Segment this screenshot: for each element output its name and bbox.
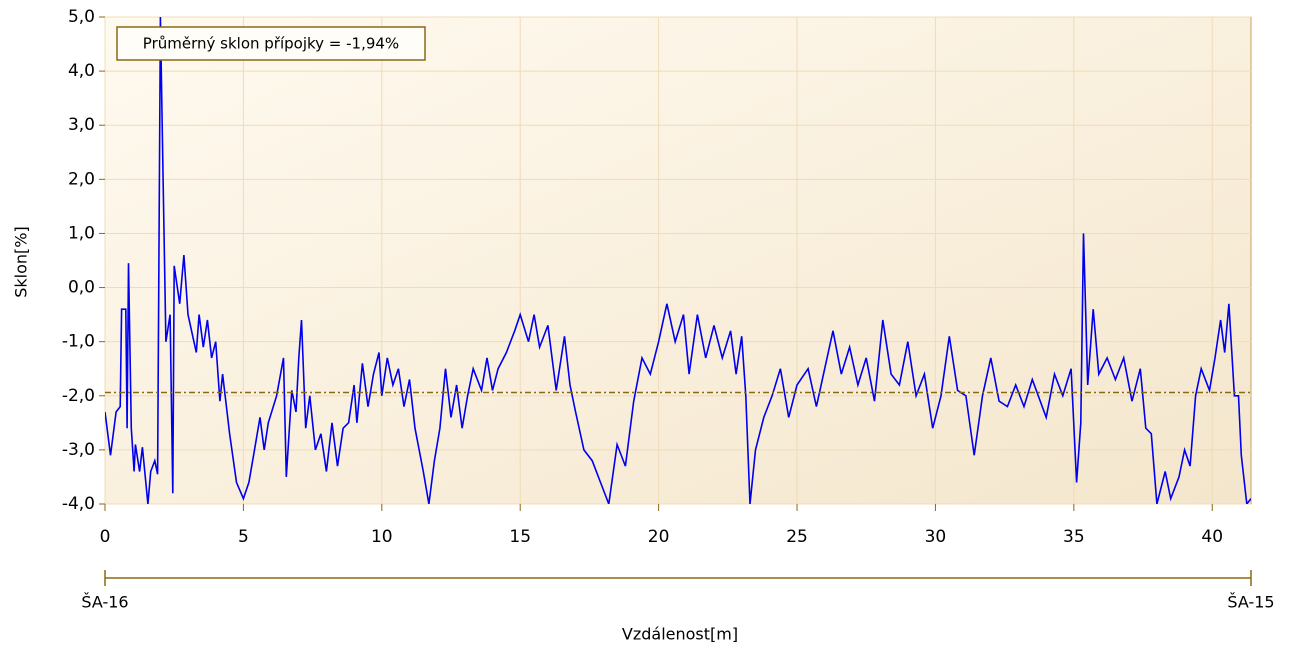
x-tick-label: 5 <box>238 527 249 547</box>
y-tick-label: -1,0 <box>62 332 95 352</box>
data-line <box>105 17 1251 504</box>
x-tick-label: 10 <box>371 527 393 547</box>
x-tick-label: 40 <box>1201 527 1223 547</box>
y-tick-label: -4,0 <box>62 494 95 514</box>
x-tick-label: 20 <box>648 527 670 547</box>
grid <box>104 16 1251 505</box>
station-label: ŠA-16 <box>81 593 128 612</box>
series <box>105 17 1251 504</box>
y-tick-label: 0,0 <box>68 278 95 298</box>
y-tick-label: -2,0 <box>62 386 95 406</box>
x-tick-label: 35 <box>1063 527 1085 547</box>
station-label: ŠA-15 <box>1227 593 1274 612</box>
x-tick-label: 30 <box>925 527 947 547</box>
annotation-box <box>116 26 426 61</box>
y-tick-label: -3,0 <box>62 440 95 460</box>
plot-area <box>104 16 1252 505</box>
x-tick-label: 25 <box>786 527 808 547</box>
y-tick-label: 4,0 <box>68 61 95 81</box>
y-tick-label: 5,0 <box>68 7 95 27</box>
y-axis-title: Sklon[%] <box>12 226 31 297</box>
x-axis-title: Vzdálenost[m] <box>622 625 738 644</box>
annotation: Průměrný sklon přípojky = -1,94% <box>143 35 399 53</box>
y-tick-label: 2,0 <box>68 169 95 189</box>
x-tick-label: 0 <box>100 527 111 547</box>
x-tick-label: 15 <box>509 527 531 547</box>
y-tick-label: 3,0 <box>68 115 95 135</box>
y-tick-label: 1,0 <box>68 223 95 243</box>
